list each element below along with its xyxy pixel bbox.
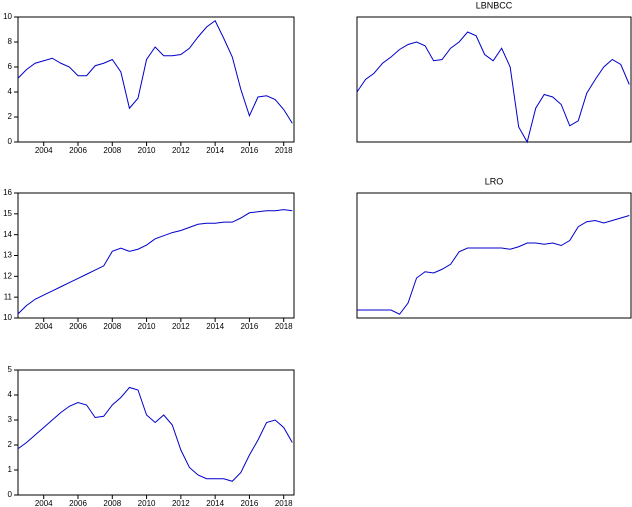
x-tick-label: 2014 [206,499,224,507]
plot-frame [17,369,295,496]
y-tick-label: 10 [3,313,12,322]
data-line [17,386,293,482]
y-tick-label: 0 [8,137,13,146]
y-tick-label: 11 [4,292,13,301]
data-line [17,19,293,124]
x-tick-label: 2010 [138,146,156,155]
y-tick-label: 3 [8,415,13,424]
x-tick-label: 2006 [69,499,87,507]
chart-title: LRO [485,176,504,186]
x-tick-label: 2018 [275,499,293,507]
data-line [17,209,293,315]
y-tick-label: 10 [3,12,12,21]
x-tick-label: 2004 [35,322,53,331]
x-tick-label: 2012 [172,322,190,331]
x-tick-label: 2010 [138,499,156,507]
y-tick-label: 4 [8,87,13,96]
plot-frame [17,192,295,319]
y-tick-label: 14 [3,230,12,239]
y-tick-label: 2 [8,112,13,121]
x-tick-label: 2018 [275,322,293,331]
plot-frame [356,16,632,143]
x-tick-label: 2010 [138,322,156,331]
data-line [356,31,630,144]
x-tick-label: 2014 [206,146,224,155]
y-tick-label: 4 [8,390,13,399]
plot-frame [17,16,295,143]
x-tick-label: 2006 [69,322,87,331]
chart-title: LBNBCC [476,0,513,10]
x-tick-label: 2012 [172,146,190,155]
y-tick-label: 2 [8,440,13,449]
y-tick-label: 6 [8,62,13,71]
x-tick-label: 2004 [35,499,53,507]
x-tick-label: 2008 [103,322,121,331]
x-tick-label: 2016 [241,146,259,155]
x-tick-label: 2012 [172,499,190,507]
x-tick-label: 2008 [103,146,121,155]
x-tick-label: 2008 [103,499,121,507]
y-tick-label: 12 [3,271,12,280]
x-tick-label: 2014 [206,322,224,331]
x-tick-label: 2004 [35,146,53,155]
x-tick-label: 2018 [275,146,293,155]
x-tick-label: 2006 [69,146,87,155]
data-line [357,215,630,315]
plot-frame [356,192,632,319]
y-tick-label: 5 [8,365,13,374]
y-tick-label: 13 [3,251,12,260]
y-tick-label: 1 [8,465,13,474]
y-tick-label: 16 [3,188,12,197]
x-tick-label: 2016 [241,322,259,331]
y-tick-label: 0 [8,490,13,499]
x-tick-label: 2016 [241,499,259,507]
y-tick-label: 8 [8,37,13,46]
y-tick-label: 15 [3,209,12,218]
